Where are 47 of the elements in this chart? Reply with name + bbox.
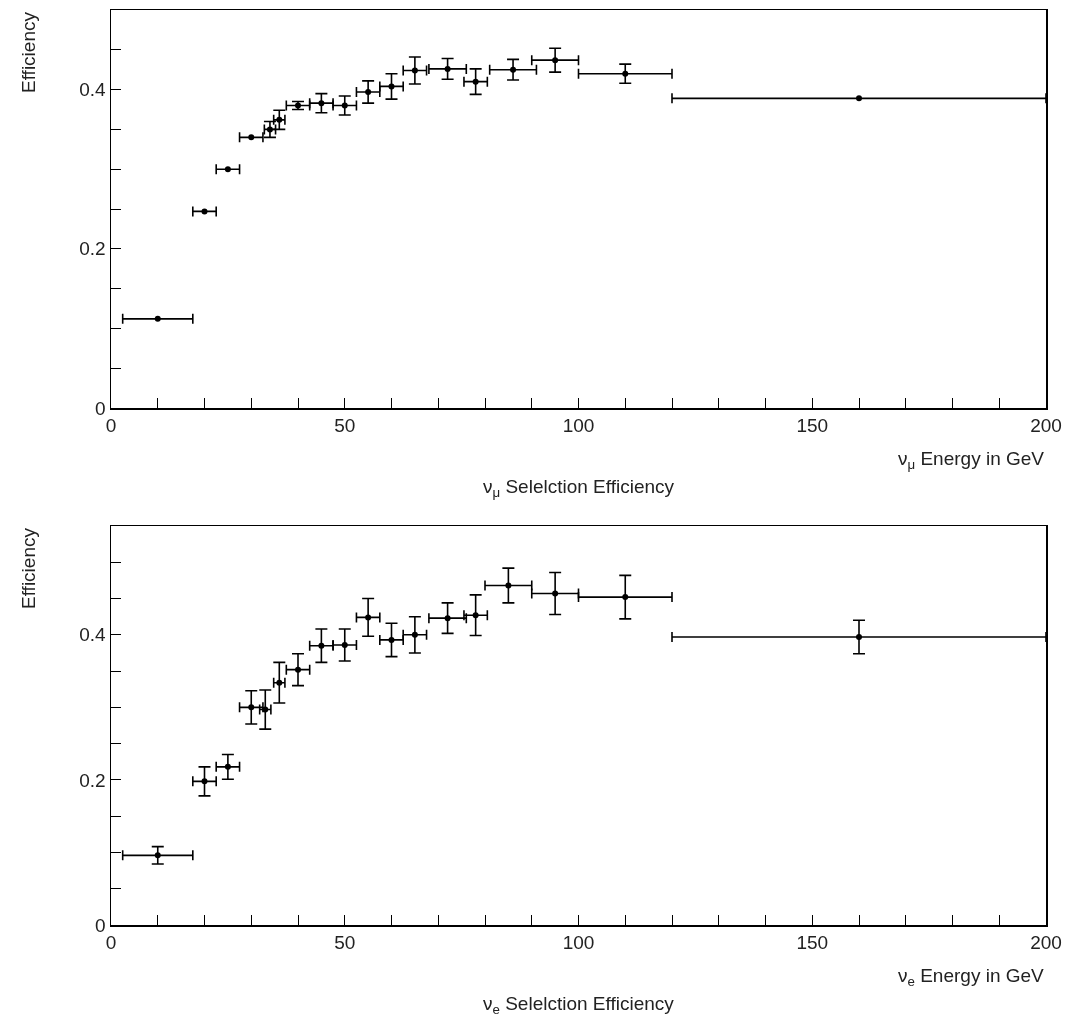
- y-tick-label: 0: [95, 914, 106, 936]
- point: [224, 763, 231, 770]
- point: [505, 582, 512, 589]
- point: [510, 66, 517, 73]
- y-tick-label: 0.2: [79, 238, 106, 260]
- text: ν$_{e}$ Selelction Efficiency: [483, 993, 675, 1017]
- point: [472, 612, 479, 619]
- point: [856, 95, 862, 102]
- point: [248, 704, 255, 711]
- y-axis-title: Efficiency: [18, 11, 39, 93]
- x-axis-title: ν$_{μ}$ Energy in GeV: [898, 448, 1045, 472]
- x-axis-title: ν$_{e}$ Energy in GeV: [898, 965, 1045, 989]
- x-tick-label: 200: [1030, 415, 1062, 437]
- point: [552, 57, 559, 64]
- text: ν$_{μ}$ Selelction Efficiency: [483, 476, 675, 500]
- point: [411, 67, 418, 74]
- point: [856, 633, 862, 640]
- x-tick-label: 200: [1030, 932, 1062, 954]
- x-tick-label: 100: [562, 415, 595, 437]
- x-tick-label: 150: [796, 932, 829, 954]
- point: [154, 315, 161, 322]
- point: [552, 590, 559, 597]
- y-tick-label: 0.4: [79, 624, 107, 646]
- x-tick-label: 150: [796, 415, 829, 437]
- point: [318, 642, 325, 649]
- point: [295, 666, 301, 673]
- point: [248, 134, 255, 141]
- point: [444, 65, 451, 72]
- point: [411, 631, 418, 638]
- point: [388, 83, 395, 90]
- y-tick-label: 0.4: [79, 79, 107, 101]
- point: [201, 208, 208, 215]
- point: [472, 78, 479, 85]
- y-tick-label: 0: [95, 397, 106, 419]
- point: [224, 166, 231, 173]
- point: [365, 614, 372, 621]
- x-tick-label: 50: [334, 932, 356, 954]
- x-tick-label: 50: [334, 415, 356, 437]
- point: [388, 636, 395, 643]
- point: [365, 88, 372, 95]
- point: [201, 778, 208, 785]
- x-tick-label: 100: [562, 932, 595, 954]
- point: [622, 594, 629, 601]
- point: [341, 641, 348, 648]
- y-axis-title: Efficiency: [18, 527, 39, 609]
- point: [444, 615, 451, 622]
- y-tick-label: 0.2: [79, 769, 106, 791]
